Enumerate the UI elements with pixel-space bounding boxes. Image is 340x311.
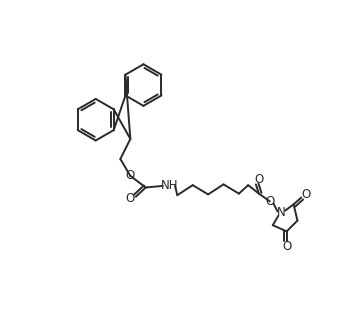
Text: N: N bbox=[277, 207, 286, 219]
Text: O: O bbox=[126, 192, 135, 205]
Text: O: O bbox=[254, 173, 264, 186]
Text: NH: NH bbox=[161, 179, 178, 192]
Text: O: O bbox=[125, 169, 134, 183]
Text: O: O bbox=[283, 240, 292, 253]
Text: O: O bbox=[301, 188, 310, 201]
Text: O: O bbox=[266, 195, 275, 208]
